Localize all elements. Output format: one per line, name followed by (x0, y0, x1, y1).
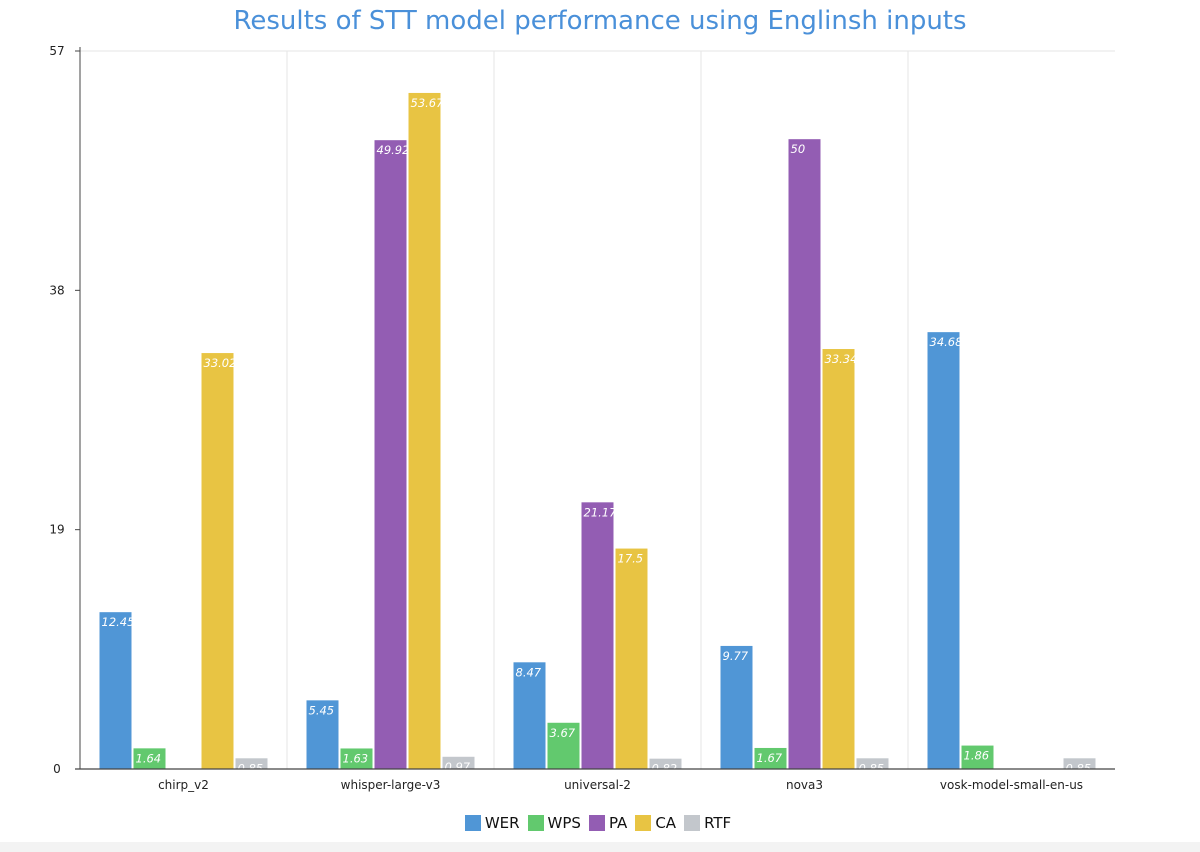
bar-rtf (235, 758, 268, 769)
bottom-strip (0, 842, 1200, 852)
legend-swatch (527, 815, 544, 831)
legend-item-wer[interactable]: WER (464, 814, 524, 832)
bar-wps (340, 748, 373, 769)
y-tick-label: 19 (49, 523, 64, 537)
legend-swatch (464, 815, 481, 831)
bar-wer (927, 332, 960, 769)
legend-label: PA (608, 814, 628, 832)
bar-wer (99, 612, 132, 769)
y-tick-label: 38 (49, 283, 64, 297)
bar-rtf (442, 756, 475, 769)
data-label: 1.67 (757, 751, 783, 765)
y-tick-label: 0 (53, 762, 61, 776)
data-label: 0.97 (445, 760, 471, 774)
legend-item-pa[interactable]: PA (588, 814, 631, 832)
x-tick-label: nova3 (786, 778, 823, 792)
bar-rtf (1063, 758, 1096, 769)
legend-label: CA (655, 814, 677, 832)
legend-swatch (684, 815, 701, 831)
data-label: 34.68 (930, 335, 963, 349)
legend-label: WPS (547, 814, 581, 832)
data-label: 1.64 (136, 751, 162, 765)
bar-pa (581, 502, 614, 769)
x-tick-label: universal-2 (564, 778, 631, 792)
data-label: 5.45 (309, 703, 335, 717)
legend-label: RTF (704, 814, 732, 832)
legend-item-ca[interactable]: CA (635, 814, 680, 832)
data-label: 0.85 (238, 761, 264, 775)
data-label: 3.67 (550, 726, 576, 740)
data-label: 12.45 (102, 615, 135, 629)
chart-title: Results of STT model performance using E… (233, 6, 967, 36)
data-label: 33.34 (825, 352, 858, 366)
data-label: 8.47 (516, 665, 542, 679)
bar-wps (133, 748, 166, 769)
data-label: 50 (791, 142, 806, 156)
legend-label: WER (484, 814, 520, 832)
y-tick-label: 57 (49, 44, 64, 58)
x-tick-label: vosk-model-small-en-us (940, 778, 1083, 792)
data-label: 9.77 (723, 649, 749, 663)
legend-swatch (635, 815, 652, 831)
bar-ca (408, 92, 441, 770)
legend-item-rtf[interactable]: RTF (684, 814, 735, 832)
chart-legend: WER WPS PA CA RTF (0, 814, 1200, 832)
data-label: 49.92 (377, 143, 410, 157)
x-tick-label: chirp_v2 (158, 778, 209, 792)
data-label: 0.85 (859, 761, 885, 775)
data-label: 1.86 (964, 749, 990, 763)
data-label: 33.02 (204, 356, 237, 370)
x-tick-label: whisper-large-v3 (341, 778, 441, 792)
bar-rtf (649, 758, 682, 769)
bar-pa (788, 139, 821, 770)
bar-wer (513, 662, 546, 769)
data-label: 53.67 (411, 96, 445, 110)
bar-wer (306, 700, 339, 769)
bar-pa (374, 140, 407, 769)
bar-ca (822, 349, 855, 769)
bar-wer (720, 645, 753, 769)
bar-ca (201, 353, 234, 769)
legend-swatch (588, 815, 605, 831)
bar-wps (547, 722, 580, 769)
data-label: 1.63 (343, 751, 369, 765)
legend-item-wps[interactable]: WPS (527, 814, 585, 832)
bar-wps (961, 745, 994, 769)
data-label: 0.85 (1066, 761, 1092, 775)
data-label: 21.17 (584, 505, 618, 519)
bar-wps (754, 747, 787, 769)
data-label: 17.5 (618, 552, 644, 566)
bar-rtf (856, 758, 889, 769)
bar-ca (615, 548, 648, 769)
